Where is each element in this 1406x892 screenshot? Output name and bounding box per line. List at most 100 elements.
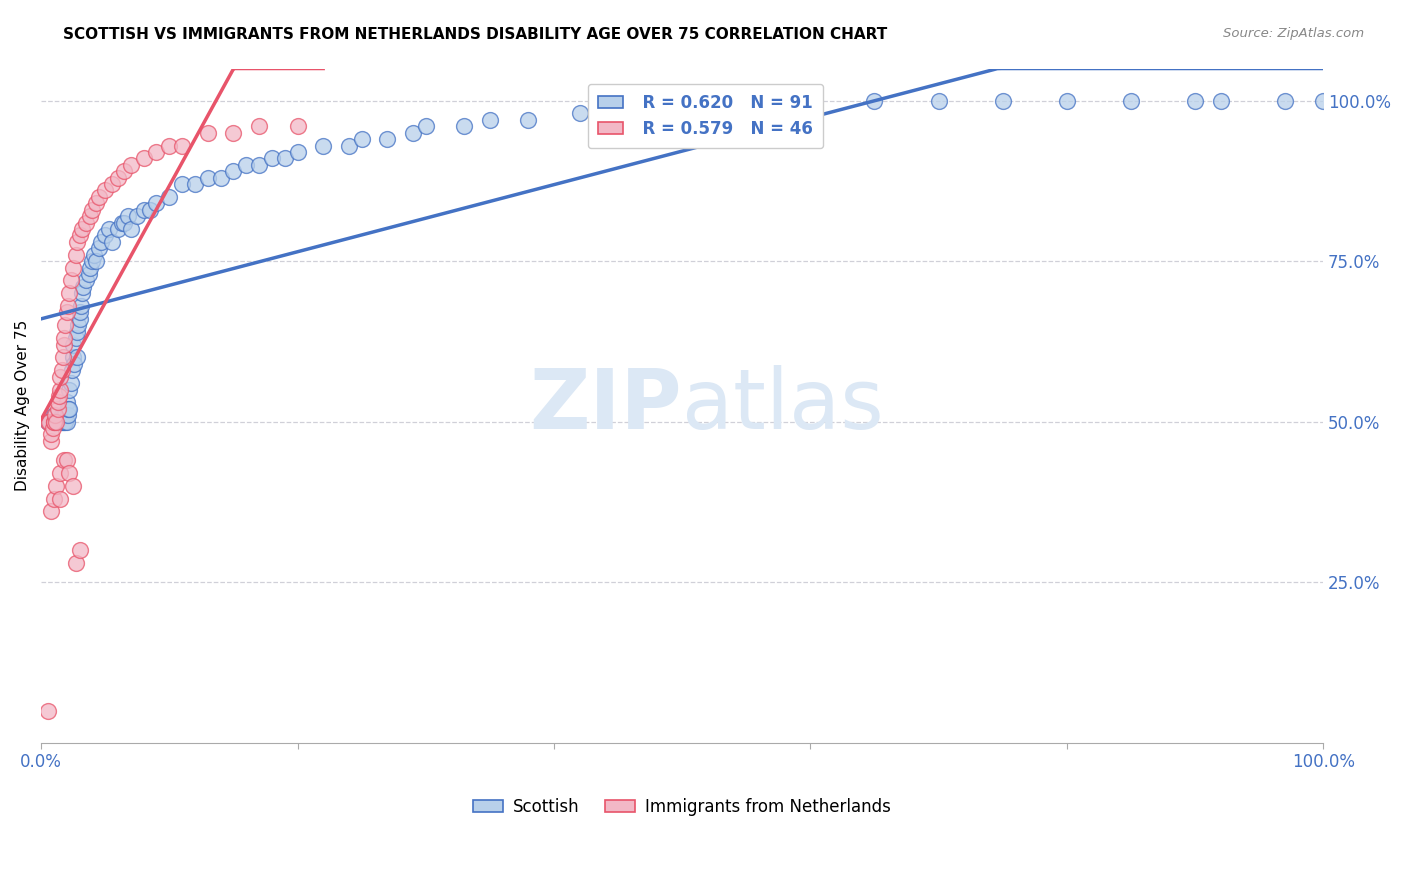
Point [107,170,129,185]
Point [1056,94,1078,108]
Point [87,241,110,255]
Point [58,466,80,480]
Point [38,415,60,429]
Point [70,299,93,313]
Point [48,415,70,429]
Point [49,383,72,397]
Point [69,305,91,319]
Point [66,325,89,339]
Point [62,337,84,351]
Point [69,228,91,243]
Point [49,466,72,480]
Point [53,331,76,345]
Point [55,453,77,467]
Point [62,260,84,275]
Point [46,415,69,429]
Point [145,145,167,159]
Point [37,704,59,718]
Point [46,395,69,409]
Point [62,479,84,493]
Point [45,415,67,429]
Point [42,415,65,429]
Point [247,120,270,134]
Point [114,216,136,230]
Text: ZIP: ZIP [530,365,682,446]
Point [53,408,76,422]
Point [114,164,136,178]
Text: Source: ZipAtlas.com: Source: ZipAtlas.com [1223,27,1364,40]
Point [65,331,87,345]
Point [65,248,87,262]
Point [58,383,80,397]
Point [1274,94,1296,108]
Point [132,152,155,166]
Point [75,273,97,287]
Point [863,94,886,108]
Point [41,434,63,448]
Point [60,363,83,377]
Point [66,351,89,365]
Point [287,145,309,159]
Point [568,106,591,120]
Point [350,132,373,146]
Point [48,389,70,403]
Point [39,415,62,429]
Point [42,415,65,429]
Point [37,415,59,429]
Point [184,177,207,191]
Point [1312,94,1334,108]
Point [79,260,101,275]
Text: SCOTTISH VS IMMIGRANTS FROM NETHERLANDS DISABILITY AGE OVER 75 CORRELATION CHART: SCOTTISH VS IMMIGRANTS FROM NETHERLANDS … [63,27,887,42]
Point [799,100,821,114]
Point [337,138,360,153]
Point [100,177,122,191]
Point [312,138,335,153]
Point [53,453,76,467]
Point [45,415,67,429]
Y-axis label: Disability Age Over 75: Disability Age Over 75 [15,320,30,491]
Point [517,112,540,127]
Point [70,222,93,236]
Point [41,427,63,442]
Point [55,415,77,429]
Point [120,222,142,236]
Point [56,299,79,313]
Point [49,415,72,429]
Point [55,408,77,422]
Point [52,351,75,365]
Point [111,216,134,230]
Point [172,177,194,191]
Point [42,491,65,506]
Point [37,415,59,429]
Point [222,126,245,140]
Point [209,170,232,185]
Point [82,254,104,268]
Point [62,351,84,365]
Point [53,415,76,429]
Point [41,421,63,435]
Point [94,228,117,243]
Point [69,312,91,326]
Point [45,415,67,429]
Point [53,337,76,351]
Point [415,120,437,134]
Point [172,138,194,153]
Point [52,415,75,429]
Point [56,408,79,422]
Point [69,543,91,558]
Point [139,202,162,217]
Point [132,202,155,217]
Point [478,112,501,127]
Point [42,415,65,429]
Point [77,267,100,281]
Point [157,138,180,153]
Point [87,190,110,204]
Point [55,318,77,333]
Point [402,126,425,140]
Point [120,158,142,172]
Point [55,415,77,429]
Point [45,479,67,493]
Point [94,184,117,198]
Point [55,305,77,319]
Point [197,170,219,185]
